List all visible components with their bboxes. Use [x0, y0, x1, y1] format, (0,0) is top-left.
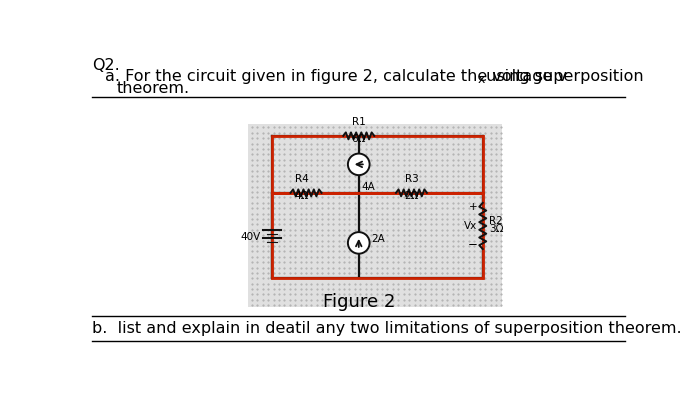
Bar — [272, 193, 483, 278]
Text: R1: R1 — [352, 117, 365, 126]
Text: 4Ω: 4Ω — [294, 191, 309, 201]
Text: x: x — [477, 73, 484, 86]
Text: Vx: Vx — [464, 221, 477, 231]
Text: +: + — [469, 202, 477, 213]
Text: 40V: 40V — [241, 232, 261, 242]
Text: 6Ω: 6Ω — [351, 134, 366, 144]
Circle shape — [348, 232, 370, 254]
Bar — [272, 136, 483, 193]
Text: Figure 2: Figure 2 — [323, 293, 395, 311]
Text: theorem.: theorem. — [117, 81, 190, 96]
Text: R2: R2 — [489, 215, 503, 226]
Text: Q2.: Q2. — [92, 58, 120, 73]
Circle shape — [348, 154, 370, 175]
Text: −: − — [468, 238, 477, 251]
Text: R3: R3 — [405, 173, 419, 184]
Text: using superposition: using superposition — [481, 69, 644, 84]
Text: 2Ω: 2Ω — [404, 191, 419, 201]
Text: R4: R4 — [295, 173, 308, 184]
Text: 4A: 4A — [361, 182, 374, 192]
Text: a. For the circuit given in figure 2, calculate the voltage v: a. For the circuit given in figure 2, ca… — [104, 69, 566, 84]
Text: 2A: 2A — [371, 234, 385, 244]
Text: b.  list and explain in deatil any two limitations of superposition theorem.: b. list and explain in deatil any two li… — [92, 321, 682, 336]
Bar — [248, 123, 502, 307]
Text: 3Ω: 3Ω — [489, 224, 503, 234]
